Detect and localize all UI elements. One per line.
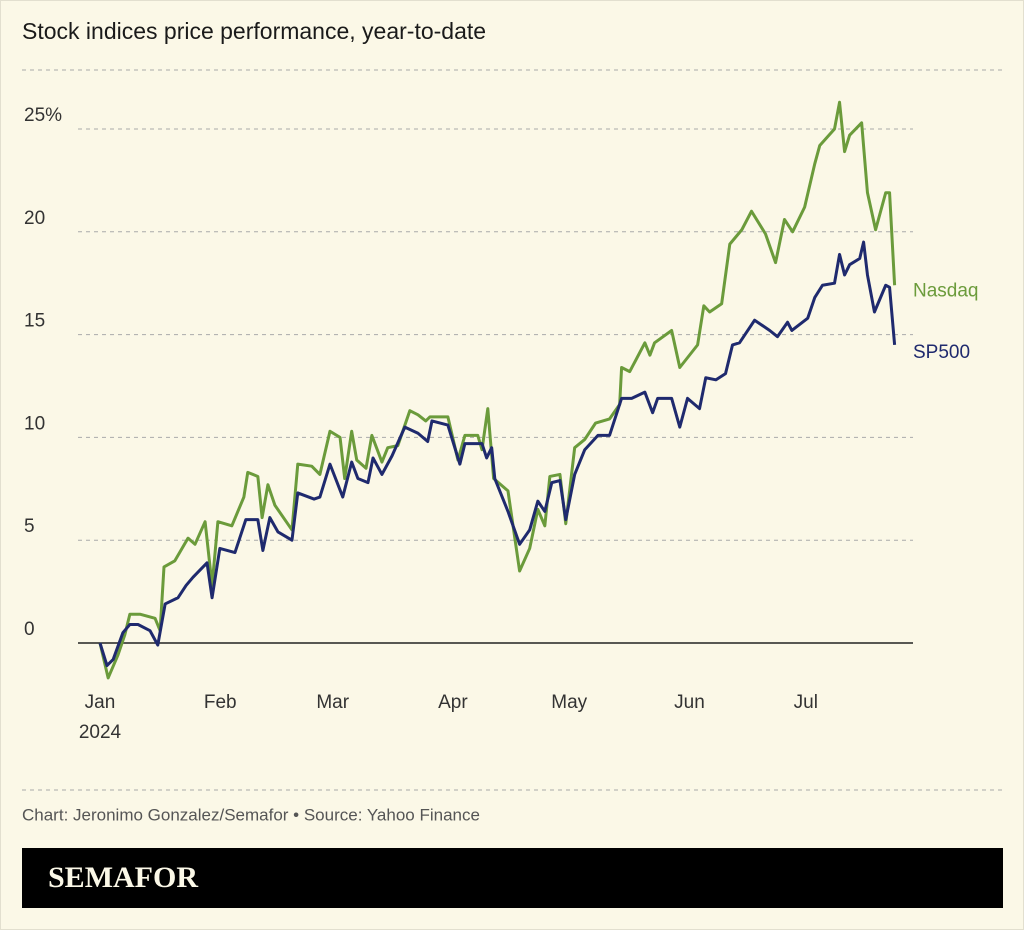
x-tick-label: Jun [674, 692, 705, 713]
brand-bar [22, 848, 1003, 908]
x-tick-label: Jan 2024 [79, 692, 122, 743]
y-tick-label: 10 [24, 413, 45, 434]
x-tick-label: Feb [204, 692, 237, 713]
series-label: Nasdaq [913, 280, 979, 301]
series-line [98, 100, 897, 680]
y-tick-label: 20 [24, 208, 45, 229]
x-tick-label: May [551, 692, 587, 713]
source-note: Chart: Jeronimo Gonzalez/Semafor • Sourc… [22, 805, 480, 824]
chart-title: Stock indices price performance, year-to… [22, 18, 486, 44]
x-tick-label: Mar [316, 692, 349, 713]
series-label: SP500 [913, 342, 970, 363]
y-tick-label: 0 [24, 619, 35, 640]
x-tick-label: Jul [794, 692, 818, 713]
y-tick-label: 15 [24, 311, 45, 332]
x-tick-label: Apr [438, 692, 468, 713]
brand-logo: SEMAFOR [48, 861, 198, 894]
series-line [98, 240, 897, 668]
y-tick-label: 25% [24, 105, 62, 126]
y-tick-label: 5 [24, 516, 35, 537]
